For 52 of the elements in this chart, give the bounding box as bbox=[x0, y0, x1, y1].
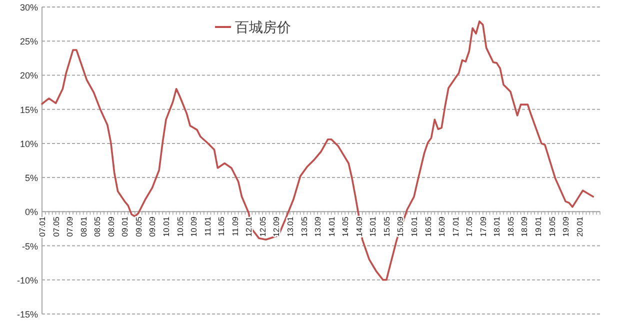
x-tick-label: 10.05 bbox=[176, 216, 185, 237]
x-tick-label: 12.01 bbox=[244, 216, 254, 237]
x-tick-label: 16.05 bbox=[424, 216, 433, 237]
x-tick-label: 19.05 bbox=[548, 216, 557, 237]
x-tick-label: 09.09 bbox=[148, 216, 158, 237]
x-tick-label: 16.01 bbox=[410, 216, 419, 237]
x-tick-label: 09.01 bbox=[120, 216, 130, 237]
x-tick-label: 20.01 bbox=[575, 216, 584, 237]
y-tick-label: 25% bbox=[20, 36, 38, 47]
x-tick-label: 15.01 bbox=[368, 216, 378, 237]
x-tick-label: 07.09 bbox=[66, 216, 75, 237]
x-tick-label: 11.01 bbox=[203, 216, 212, 236]
x-tick-label: 16.09 bbox=[438, 216, 447, 237]
x-tick-label: 07.01 bbox=[38, 216, 47, 237]
x-tick-label: 19.09 bbox=[562, 216, 571, 237]
y-tick-label: 5% bbox=[24, 173, 38, 184]
y-tick-label: -10% bbox=[16, 275, 38, 286]
x-tick-label: 08.09 bbox=[106, 216, 116, 237]
x-tick-label: 13.09 bbox=[314, 216, 323, 237]
x-tick-label: 18.01 bbox=[492, 216, 502, 237]
x-tick-label: 17.05 bbox=[465, 216, 474, 237]
x-tick-label: 13.05 bbox=[300, 216, 309, 237]
x-tick-label: 14.01 bbox=[327, 216, 336, 237]
x-tick-label: 14.05 bbox=[341, 216, 350, 237]
x-tick-label: 11.05 bbox=[217, 216, 226, 236]
x-tick-label: 13.01 bbox=[286, 216, 295, 237]
legend-label: 百城房价 bbox=[235, 19, 291, 35]
x-tick-label: 10.01 bbox=[162, 216, 171, 237]
x-tick-label: 09.05 bbox=[134, 216, 144, 237]
x-tick-label: 07.05 bbox=[52, 216, 61, 237]
y-tick-label: 0% bbox=[24, 207, 38, 218]
x-tick-label: 15.09 bbox=[396, 216, 406, 237]
x-tick-label: 17.01 bbox=[451, 216, 460, 237]
x-tick-label: 18.05 bbox=[506, 216, 516, 237]
y-tick-label: 15% bbox=[20, 104, 38, 115]
x-tick-label: 15.05 bbox=[382, 216, 392, 237]
x-tick-label: 10.09 bbox=[190, 216, 199, 237]
x-tick-label: 12.09 bbox=[272, 216, 282, 237]
y-tick-label: -5% bbox=[22, 241, 38, 252]
y-tick-label: 10% bbox=[20, 138, 38, 149]
x-tick-label: 11.09 bbox=[230, 216, 240, 236]
x-tick-label: 19.01 bbox=[534, 216, 543, 237]
x-tick-label: 14.09 bbox=[354, 216, 364, 237]
y-tick-label: 30% bbox=[20, 2, 38, 12]
y-tick-label: -15% bbox=[16, 310, 38, 320]
x-tick-label: 18.09 bbox=[520, 216, 530, 237]
x-tick-label: 17.09 bbox=[478, 216, 488, 237]
y-tick-label: 20% bbox=[20, 70, 38, 81]
x-tick-label: 08.05 bbox=[93, 216, 102, 237]
x-tick-label: 12.05 bbox=[258, 216, 268, 237]
line-series bbox=[41, 20, 594, 281]
x-tick-label: 08.01 bbox=[79, 216, 88, 237]
